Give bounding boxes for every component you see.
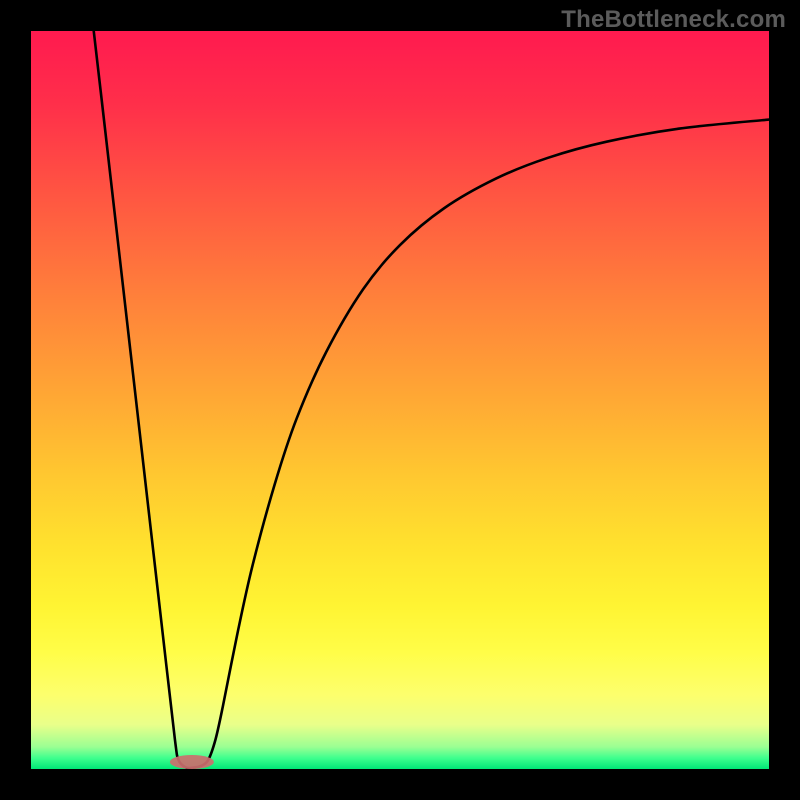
plot-background [31,31,769,769]
bottleneck-chart [0,0,800,800]
optimal-marker [170,755,214,769]
watermark-text: TheBottleneck.com [561,6,786,34]
chart-container: TheBottleneck.com [0,0,800,800]
